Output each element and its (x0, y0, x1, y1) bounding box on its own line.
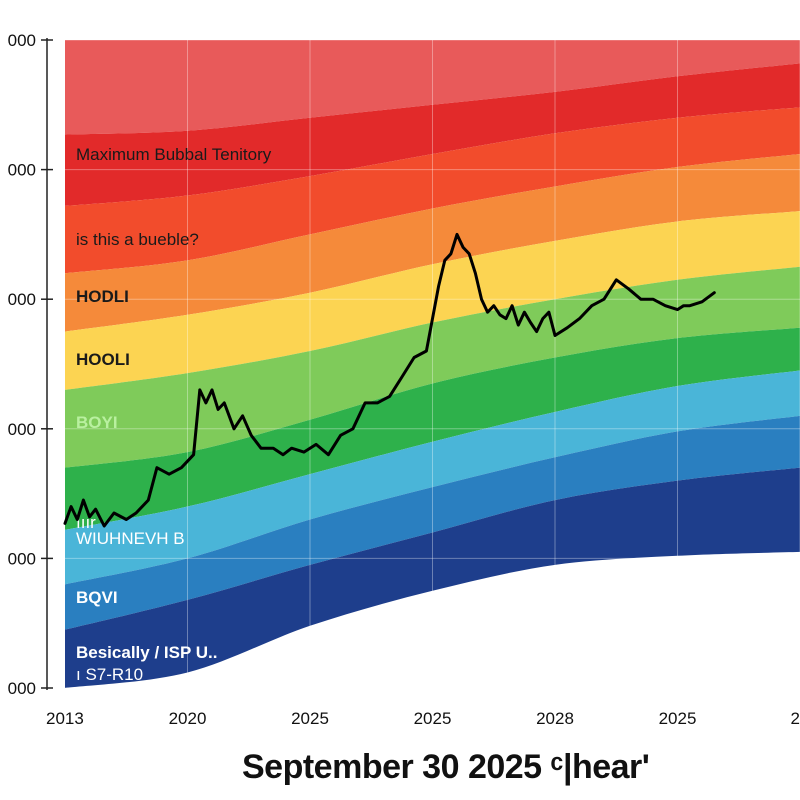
band-7 (65, 327, 800, 530)
band-label: HOOLI (76, 350, 130, 369)
x-tick-label: 20 (791, 709, 800, 728)
band-6 (65, 266, 800, 468)
price-series (63, 232, 716, 528)
y-tick-label: 000 (8, 549, 36, 568)
band-1 (65, 40, 800, 135)
y-axis-ticks: 000 000 000 000 000 000 (8, 31, 53, 698)
band-labels: Maximum Bubbal Tenitory is this a bueble?… (76, 145, 272, 684)
band-10 (65, 467, 800, 688)
band-4 (65, 154, 800, 332)
band-2 (65, 63, 800, 206)
x-tick-label: 2028 (536, 709, 574, 728)
x-tick-label: 2013 (46, 709, 84, 728)
y-tick-label: 000 (8, 31, 36, 50)
band-label: is this a bueble? (76, 230, 199, 249)
band-8 (65, 370, 800, 585)
band-label: Maximum Bubbal Tenitory (76, 145, 272, 164)
chart-title: September 30 2025 ᶜ|hear' (242, 748, 650, 786)
band-label: HODLI (76, 287, 129, 306)
gridlines (65, 39, 800, 689)
price-line (63, 232, 716, 528)
band-5 (65, 211, 800, 390)
band-label: ı S7-R10 (76, 665, 143, 684)
band-9 (65, 415, 800, 630)
x-tick-label: 2020 (169, 709, 207, 728)
y-tick-label: 000 (8, 420, 36, 439)
rainbow-bands (65, 40, 800, 688)
band-label: Besically / ISP U.. (76, 643, 217, 662)
y-tick-label: 000 (8, 161, 36, 180)
x-tick-label: 2025 (659, 709, 697, 728)
band-label: WIUHNEVH B (76, 529, 185, 548)
band-3 (65, 107, 800, 274)
y-tick-label: 000 (8, 679, 36, 698)
x-axis-ticks: 2013 2020 2025 2025 2028 2025 20 (46, 709, 800, 728)
y-tick-label: 000 (8, 290, 36, 309)
x-tick-label: 2025 (291, 709, 329, 728)
x-tick-label: 2025 (414, 709, 452, 728)
band-label: BOYI (76, 413, 118, 432)
band-label: BQVI (76, 588, 118, 607)
band-label: ııır (76, 513, 96, 532)
